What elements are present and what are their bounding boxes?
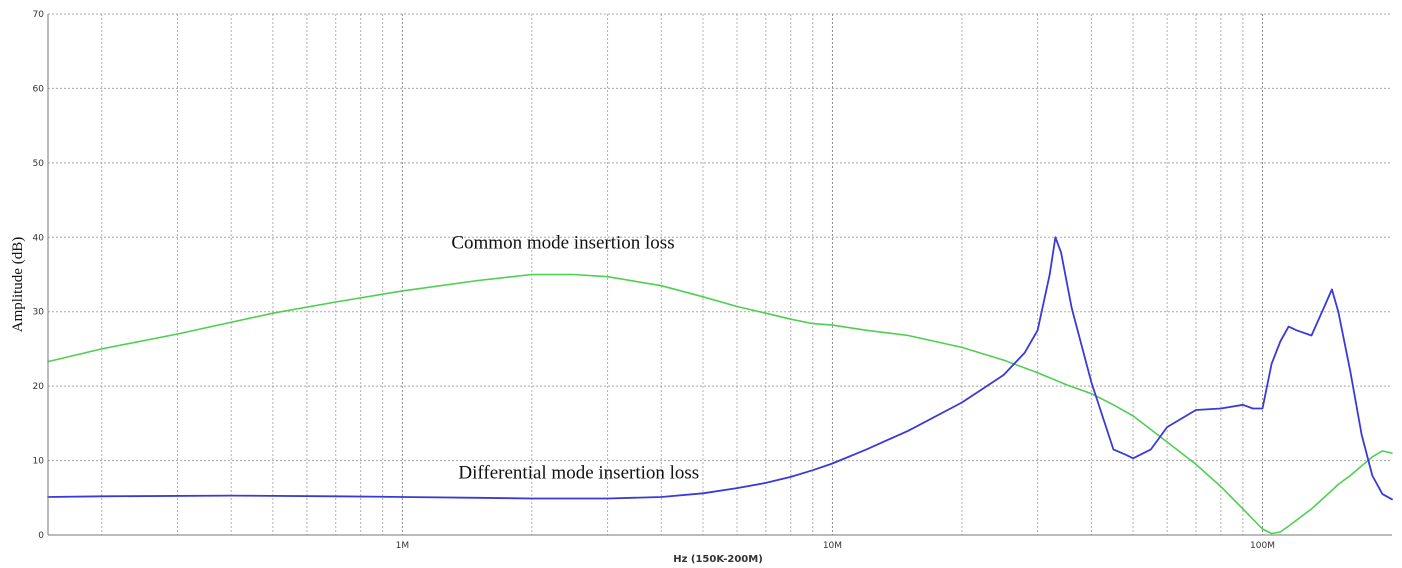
x-tick-label: 10M [823,541,842,551]
x-axis-label: Hz (150K-200M) [673,554,763,565]
y-tick-label: 40 [33,233,45,243]
axis-layer: 0 10 20 30 40 50 60 70 1M 10M 100M [33,10,1392,551]
plot-area [48,14,1392,535]
annotation-common-mode: Common mode insertion loss [451,232,674,253]
series-line-differential-mode [47,236,1393,501]
x-tick-label: 1M [396,541,410,551]
series-line-common-mode [47,273,1393,535]
y-tick-label: 70 [33,10,45,20]
annotation-differential-mode: Differential mode insertion loss [458,462,699,483]
y-tick-label: 10 [33,457,45,467]
y-axis-label: Amplitude (dB) [10,237,26,332]
y-tick-label: 50 [33,159,45,169]
y-tick-label: 30 [33,308,45,318]
y-tick-label: 20 [33,382,45,392]
grid [48,13,1392,535]
x-tick-label: 100M [1250,541,1275,551]
y-tick-label: 60 [33,84,45,94]
series-layer [47,236,1393,535]
y-tick-label: 0 [38,531,44,541]
